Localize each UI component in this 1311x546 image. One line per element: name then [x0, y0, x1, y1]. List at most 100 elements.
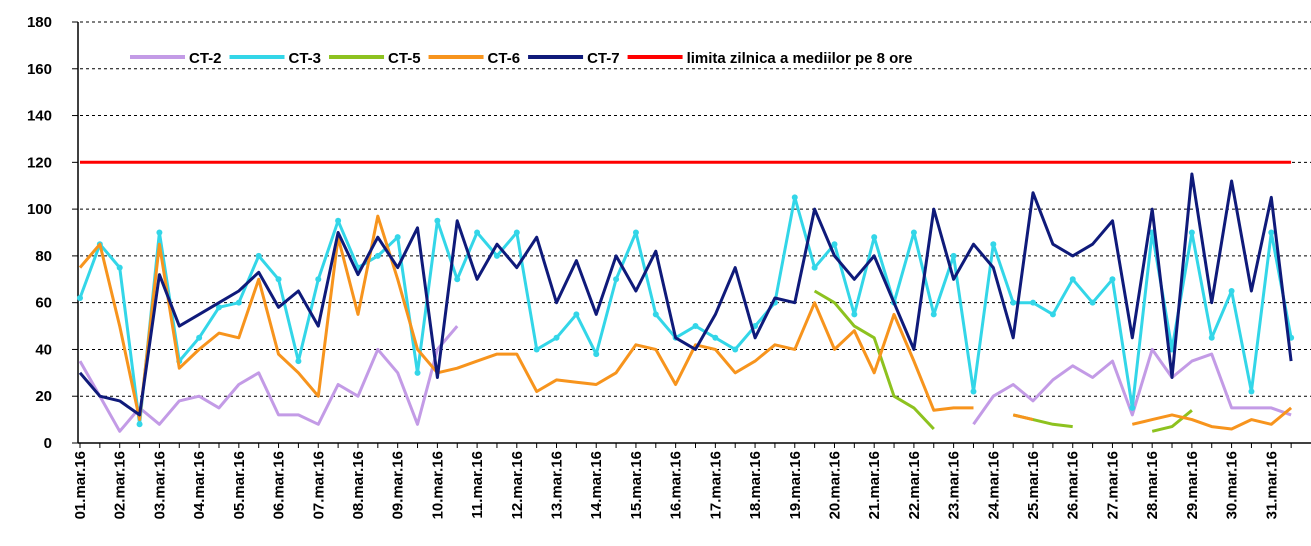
x-tick-label: 12.mar.16 [509, 451, 526, 519]
series-marker [196, 334, 203, 341]
series-marker [235, 299, 242, 306]
x-tick-label: 21.mar.16 [866, 451, 883, 519]
series-marker [712, 334, 719, 341]
series-marker [910, 229, 917, 236]
series-line [78, 325, 1292, 433]
x-tick-label: 04.mar.16 [191, 451, 208, 519]
legend-label: CT-2 [189, 50, 222, 67]
series-marker [692, 323, 699, 330]
series-marker [156, 229, 163, 236]
series-marker [454, 276, 461, 283]
series-marker [970, 388, 977, 395]
legend-label: limita zilnica a mediilor pe 8 ore [687, 50, 913, 67]
x-tick-label: 18.mar.16 [747, 451, 764, 519]
x-tick-label: 11.mar.16 [469, 451, 486, 519]
series-marker [434, 217, 441, 224]
x-tick-label: 20.mar.16 [826, 451, 843, 519]
series-marker [871, 234, 878, 241]
series-marker [136, 421, 143, 428]
y-tick-label: 80 [35, 248, 52, 265]
series-marker [1248, 388, 1255, 395]
series-marker [732, 346, 739, 353]
series-marker [1010, 299, 1017, 306]
x-tick-label: 07.mar.16 [310, 451, 327, 519]
series-marker [811, 264, 818, 271]
x-tick-label: 06.mar.16 [271, 451, 288, 519]
x-tick-label: 14.mar.16 [588, 451, 605, 519]
series-marker [791, 194, 798, 201]
x-tick-label: 09.mar.16 [390, 451, 407, 519]
x-tick-label: 15.mar.16 [628, 451, 645, 519]
legend-label: CT-3 [289, 50, 322, 67]
series-marker [295, 358, 302, 365]
x-tick-label: 19.mar.16 [787, 451, 804, 519]
x-tick-label: 30.mar.16 [1224, 451, 1241, 519]
x-tick-label: 17.mar.16 [707, 451, 724, 519]
y-tick-label: 120 [27, 154, 52, 171]
x-tick-label: 27.mar.16 [1104, 451, 1121, 519]
series-line [78, 214, 1293, 431]
y-tick-label: 160 [27, 61, 52, 78]
legend-label: CT-7 [587, 50, 620, 67]
y-tick-label: 60 [35, 295, 52, 312]
y-tick-label: 140 [27, 108, 52, 125]
series-line [78, 195, 1293, 426]
series-marker [990, 241, 997, 248]
x-tick-label: 10.mar.16 [429, 451, 446, 519]
series-marker [930, 311, 937, 318]
series-marker [533, 346, 540, 353]
x-tick-label: 13.mar.16 [549, 451, 566, 519]
x-tick-label: 28.mar.16 [1144, 451, 1161, 519]
series-marker [573, 311, 580, 318]
legend-label: CT-5 [388, 50, 421, 67]
x-tick-label: 22.mar.16 [906, 451, 923, 519]
x-tick-label: 26.mar.16 [1065, 451, 1082, 519]
series-marker [1069, 276, 1076, 283]
series-marker [116, 264, 123, 271]
series-marker [1268, 229, 1275, 236]
series-marker [613, 276, 620, 283]
series-marker [950, 252, 957, 259]
x-tick-label: 01.mar.16 [72, 451, 89, 519]
series-marker [77, 294, 83, 301]
x-tick-label: 08.mar.16 [350, 451, 367, 519]
series-line [78, 172, 1293, 417]
series-marker [1030, 299, 1037, 306]
series-marker [593, 351, 600, 358]
x-tick-label: 31.mar.16 [1263, 451, 1280, 519]
x-tick-label: 03.mar.16 [151, 451, 168, 519]
x-tick-label: 23.mar.16 [946, 451, 963, 519]
series-marker [474, 229, 481, 236]
series-marker [255, 252, 262, 259]
x-tick-label: 24.mar.16 [985, 451, 1002, 519]
series-marker [315, 276, 322, 283]
series-marker [335, 217, 342, 224]
legend-label: CT-6 [488, 50, 521, 67]
series-marker [553, 334, 560, 341]
y-tick-label: 100 [27, 201, 52, 218]
y-tick-label: 0 [44, 435, 52, 452]
series-marker [632, 229, 639, 236]
series-marker [414, 369, 421, 376]
series-marker [1049, 311, 1056, 318]
y-tick-label: 20 [35, 388, 52, 405]
x-tick-label: 29.mar.16 [1184, 451, 1201, 519]
series-marker [1228, 287, 1235, 294]
series-marker [1208, 334, 1215, 341]
series-marker [1109, 276, 1116, 283]
series-marker [394, 234, 401, 241]
series-marker [513, 229, 520, 236]
y-tick-label: 180 [27, 14, 52, 31]
series-marker [493, 252, 500, 259]
series-marker [851, 311, 858, 318]
series-marker [275, 276, 282, 283]
series-marker [831, 241, 838, 248]
series-marker [1188, 229, 1195, 236]
x-tick-label: 25.mar.16 [1025, 451, 1042, 519]
y-tick-label: 40 [35, 341, 52, 358]
x-tick-label: 16.mar.16 [668, 451, 685, 519]
series-marker [1089, 299, 1096, 306]
series-marker [374, 252, 381, 259]
series-marker [652, 311, 659, 318]
